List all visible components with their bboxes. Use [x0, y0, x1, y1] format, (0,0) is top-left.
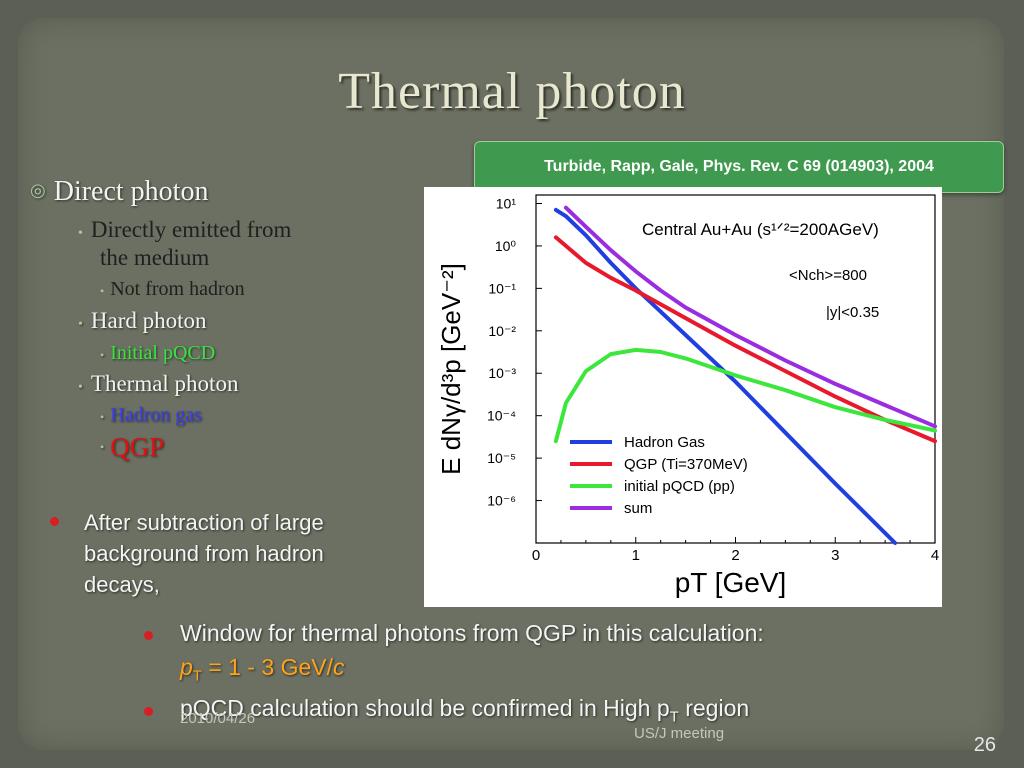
annotation-rapidity: |y|<0.35: [826, 304, 879, 321]
bullet-icon: •: [100, 410, 105, 424]
note-line: decays,: [84, 572, 160, 597]
bullet-text: pQCD calculation should be confirmed in …: [180, 695, 670, 721]
formula-p: p: [180, 654, 193, 680]
x-tick-label: 2: [731, 547, 739, 564]
y-tick-label: 10⁻⁵: [487, 450, 516, 466]
outline-item-label: Thermal photon: [90, 371, 239, 396]
x-tick-label: 4: [931, 547, 939, 564]
outline-item-label: Initial pQCD: [110, 342, 216, 364]
y-tick-label: 10⁻³: [488, 365, 516, 381]
x-tick-label: 1: [632, 547, 640, 564]
outline-item-label: Hadron gas: [110, 404, 202, 426]
y-axis-label: E dNγ/d³p [GeV⁻²]: [436, 263, 466, 475]
outline-item-label: Direct photon: [53, 176, 209, 207]
subtraction-note: After subtraction of large background fr…: [84, 507, 414, 600]
x-tick-label: 0: [532, 547, 540, 564]
red-bullet-icon: [144, 707, 153, 716]
outline-item-initial-pqcd: • Initial pQCD: [100, 342, 215, 365]
outline-item-label: QGP: [110, 432, 165, 462]
outline-item-hadron-gas: • Hadron gas: [100, 404, 202, 427]
annotation-collision: Central Au+Au (s¹ᐟ²=200AGeV): [642, 220, 879, 239]
formula-sub: T: [192, 667, 202, 685]
chart-panel: 0 1 2 3 4 10¹ 10⁰ 10⁻¹ 10⁻² 10⁻³ 10⁻⁴ 10⁻⁵ 10⁻⁶ Hadro…: [424, 187, 942, 607]
bottom-bullet-window: Window for thermal photons from QGP in t…: [180, 620, 764, 646]
outline-item-qgp: • QGP: [100, 432, 164, 463]
bottom-bullet-formula: pT = 1 - 3 GeV/c: [180, 654, 345, 685]
y-tick-label: 10⁻²: [488, 323, 516, 339]
bullet-icon: •: [78, 317, 83, 332]
bottom-bullet-pqcd: pQCD calculation should be confirmed in …: [180, 695, 749, 726]
series-line: [553, 235, 937, 444]
outline-item-hard-photon: • Hard photon: [78, 308, 207, 334]
outline-item-thermal-photon: • Thermal photon: [78, 371, 238, 397]
circle-bullet-icon: ◎: [30, 180, 46, 200]
bullet-icon: •: [78, 380, 83, 395]
note-line: After subtraction of large: [84, 510, 324, 535]
bullet-icon: •: [100, 440, 105, 454]
footer-meeting: US/J meeting: [634, 725, 725, 742]
y-tick-label: 10¹: [496, 195, 517, 211]
note-line: background from hadron: [84, 541, 324, 566]
legend-label: Hadron Gas: [624, 434, 705, 451]
y-tick-label: 10⁻⁴: [487, 408, 516, 424]
slide-title: Thermal photon: [338, 63, 686, 120]
outline-item-label: Not from hadron: [110, 278, 245, 300]
bullet-sub: T: [669, 708, 679, 726]
footer-date: 2010/04/26: [180, 710, 256, 727]
legend-label: QGP (Ti=370MeV): [624, 456, 748, 473]
series-line: [553, 207, 898, 545]
red-bullet-icon: [50, 517, 59, 526]
outline-item-directly-emitted-cont: the medium: [100, 245, 210, 270]
bullet-icon: •: [78, 226, 83, 241]
legend-label: initial pQCD (pp): [624, 478, 735, 495]
series-line: [553, 347, 937, 444]
outline-item-label: Directly emitted from: [90, 217, 292, 242]
legend-label: sum: [624, 500, 652, 517]
red-bullet-icon: [144, 631, 153, 640]
formula-c: c: [333, 654, 345, 680]
photon-spectrum-chart: 0 1 2 3 4 10¹ 10⁰ 10⁻¹ 10⁻² 10⁻³ 10⁻⁴ 10⁻⁵ 10⁻⁶ Hadro…: [436, 194, 939, 598]
y-tick-label: 10⁻¹: [488, 280, 516, 296]
y-tick-label: 10⁻⁶: [487, 493, 516, 509]
formula-rest: = 1 - 3 GeV/: [201, 654, 334, 680]
outline-item-direct-photon: ◎ Direct photon: [30, 176, 208, 208]
x-axis-label: pT [GeV]: [675, 567, 787, 598]
page-number: 26: [973, 734, 996, 756]
series-line: [563, 205, 937, 429]
bullet-icon: •: [100, 284, 105, 298]
outline-item-directly-emitted: • Directly emitted from: [78, 217, 291, 243]
bullet-icon: •: [100, 348, 105, 362]
outline-item-label: Hard photon: [90, 308, 207, 333]
citation-box: Turbide, Rapp, Gale, Phys. Rev. C 69 (01…: [474, 141, 1004, 193]
bullet-text-end: region: [678, 695, 750, 721]
x-tick-label: 3: [831, 547, 839, 564]
y-tick-label: 10⁰: [495, 238, 517, 254]
outline-item-not-from-hadron: • Not from hadron: [100, 278, 245, 301]
annotation-multiplicity: <Nch>=800: [789, 267, 867, 284]
